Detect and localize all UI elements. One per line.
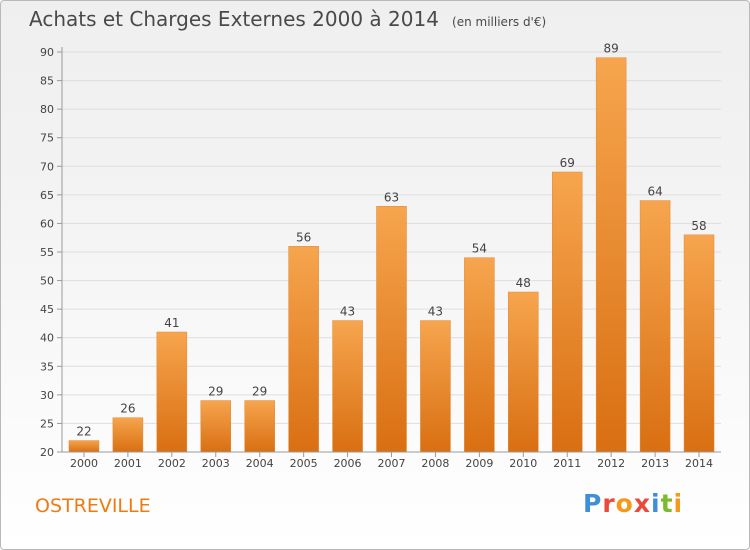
commune-name: OSTREVILLE — [35, 495, 151, 517]
bar — [288, 246, 319, 453]
bar-value-label: 29 — [208, 385, 223, 399]
bar — [508, 291, 539, 453]
chart-title: Achats et Charges Externes 2000 à 2014 (… — [29, 7, 546, 31]
logo-letter: i — [651, 489, 661, 518]
y-tick-label: 70 — [40, 160, 54, 173]
logo-letter: i — [673, 489, 684, 518]
proxiti-logo[interactable]: Proxiti — [583, 489, 683, 518]
bar — [376, 206, 407, 453]
y-tick-label: 90 — [40, 46, 54, 59]
x-tick-label: 2014 — [685, 457, 713, 470]
x-tick-label: 2003 — [202, 457, 230, 470]
bar-value-label: 29 — [252, 385, 267, 399]
bar-value-label: 43 — [340, 305, 355, 319]
bar-value-label: 48 — [516, 276, 531, 290]
y-tick-label: 50 — [40, 275, 54, 288]
logo-letter: t — [660, 489, 674, 518]
chart-unit: (en milliers d'€) — [452, 15, 547, 29]
logo-letter: x — [633, 489, 651, 518]
bar — [464, 257, 495, 453]
bar — [551, 171, 583, 453]
x-tick-label: 2013 — [641, 457, 669, 470]
y-tick-label: 40 — [40, 332, 54, 345]
bar-value-label: 63 — [384, 190, 399, 204]
bar — [595, 57, 627, 453]
y-tick-label: 55 — [40, 246, 54, 259]
bar — [244, 400, 275, 453]
bar — [112, 417, 144, 453]
x-tick-label: 2005 — [290, 457, 318, 470]
y-tick-label: 80 — [40, 103, 54, 116]
bar — [683, 234, 715, 453]
bar — [639, 200, 671, 453]
bar — [332, 320, 363, 453]
logo-letter: P — [583, 489, 603, 518]
x-tick-label: 2000 — [70, 457, 98, 470]
logo-letter: o — [615, 489, 634, 518]
bar — [156, 331, 188, 453]
y-tick-label: 85 — [40, 75, 54, 88]
y-tick-label: 30 — [40, 389, 54, 402]
x-tick-label: 2012 — [597, 457, 625, 470]
bar-value-label: 26 — [120, 402, 135, 416]
bar-value-label: 69 — [560, 156, 575, 170]
bar-value-label: 22 — [76, 425, 91, 439]
y-tick-label: 45 — [40, 303, 54, 316]
bar-value-label: 58 — [691, 219, 706, 233]
bar-value-label: 64 — [647, 185, 662, 199]
x-tick-label: 2010 — [509, 457, 537, 470]
bar-value-label: 43 — [428, 305, 443, 319]
bar — [420, 320, 451, 453]
bar-value-label: 54 — [472, 242, 487, 256]
bar-value-label: 41 — [164, 316, 179, 330]
chart-title-text: Achats et Charges Externes 2000 à 2014 — [29, 7, 439, 31]
bar-value-label: 56 — [296, 230, 311, 244]
bar — [200, 400, 232, 453]
x-tick-label: 2004 — [246, 457, 274, 470]
logo-letter: r — [602, 489, 616, 518]
y-tick-label: 35 — [40, 360, 54, 373]
x-tick-label: 2007 — [378, 457, 406, 470]
x-tick-label: 2011 — [553, 457, 581, 470]
x-tick-label: 2006 — [334, 457, 362, 470]
x-tick-label: 2001 — [114, 457, 142, 470]
y-tick-label: 25 — [40, 417, 54, 430]
bar — [68, 440, 100, 453]
x-tick-label: 2002 — [158, 457, 186, 470]
y-tick-label: 65 — [40, 189, 54, 202]
y-tick-label: 60 — [40, 217, 54, 230]
y-tick-label: 20 — [40, 446, 54, 459]
bar-value-label: 89 — [604, 42, 619, 56]
x-tick-label: 2008 — [421, 457, 449, 470]
y-tick-label: 75 — [40, 132, 54, 145]
x-tick-label: 2009 — [465, 457, 493, 470]
